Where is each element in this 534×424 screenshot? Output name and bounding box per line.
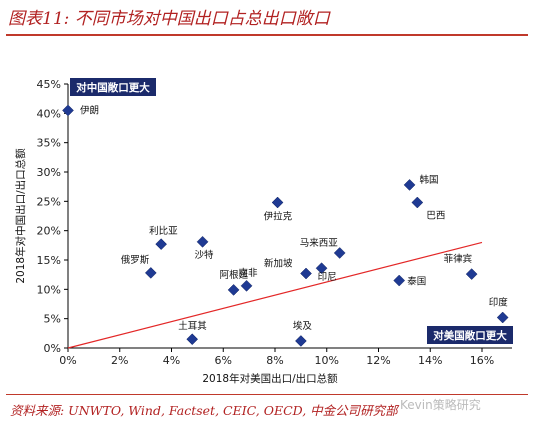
data-point: [403, 179, 416, 191]
title-divider: [6, 34, 528, 36]
data-point: [465, 268, 478, 280]
data-point: [496, 311, 509, 324]
y-tick-label: 5%: [44, 313, 61, 326]
point-label: 马来西亚: [300, 238, 339, 249]
source-note: 资料来源: UNWTO, Wind, Factset, CEIC, OECD, …: [10, 403, 398, 418]
x-tick-label: 4%: [163, 354, 180, 367]
data-point: [333, 247, 346, 259]
y-axis-label: 2018年对中国出口/出口总额: [14, 148, 27, 284]
x-tick-label: 6%: [215, 354, 232, 367]
chart-title: 图表11: 不同市场对中国出口占总出口敞口: [8, 9, 330, 29]
china-exposure-box-text: 对中国敞口更大: [76, 81, 150, 94]
us-exposure-box: [427, 326, 513, 344]
point-label: 菲律宾: [444, 253, 473, 265]
y-tick-label: 20%: [37, 225, 61, 238]
data-point: [227, 284, 240, 296]
point-label: 南非: [239, 267, 259, 279]
x-tick-label: 12%: [366, 354, 390, 367]
x-tick-label: 0%: [59, 354, 76, 367]
point-label: 沙特: [195, 249, 215, 261]
watermark: Kevin策略研究: [400, 398, 481, 412]
y-tick-label: 45%: [37, 78, 61, 91]
point-label: 泰国: [407, 276, 426, 288]
data-point: [62, 104, 74, 117]
data-point: [300, 267, 312, 280]
x-tick-label: 14%: [418, 354, 442, 367]
point-label: 利比亚: [149, 225, 178, 237]
y-tick-label: 10%: [37, 283, 61, 296]
y-tick-label: 25%: [37, 195, 61, 208]
y-tick-label: 35%: [37, 137, 61, 150]
data-point: [411, 196, 424, 209]
us-exposure-box-text: 对美国敞口更大: [433, 329, 507, 342]
point-label: 埃及: [293, 320, 313, 332]
data-point: [271, 196, 284, 209]
source-divider: [6, 394, 528, 395]
data-point: [393, 274, 406, 287]
data-point: [155, 238, 168, 251]
china-exposure-box: [70, 78, 156, 96]
data-point: [144, 267, 157, 279]
trend-line: [67, 241, 483, 349]
point-label: 阿根廷: [220, 269, 249, 281]
data-point: [186, 333, 199, 346]
x-tick-label: 8%: [266, 354, 283, 367]
point-label: 伊朗: [80, 104, 99, 116]
data-point: [240, 279, 253, 292]
point-label: 巴西: [426, 211, 445, 222]
x-axis-label: 2018年对美国出口/出口总额: [202, 372, 338, 385]
point-label: 俄罗斯: [121, 254, 150, 266]
data-point: [315, 262, 328, 275]
x-tick-label: 16%: [470, 354, 494, 367]
y-tick-label: 0%: [44, 342, 61, 355]
point-label: 韩国: [420, 174, 439, 186]
point-label: 土耳其: [178, 320, 207, 332]
y-tick-label: 30%: [37, 166, 61, 179]
x-tick-label: 10%: [315, 354, 339, 367]
point-label: 新加坡: [264, 257, 293, 269]
point-label: 印尼: [318, 271, 337, 283]
y-tick-label: 15%: [37, 254, 61, 267]
data-point: [295, 335, 307, 347]
point-label: 印度: [489, 296, 509, 308]
data-point: [196, 235, 209, 248]
y-tick-label: 40%: [37, 107, 61, 120]
x-tick-label: 2%: [111, 354, 128, 367]
point-label: 伊拉克: [264, 211, 293, 223]
